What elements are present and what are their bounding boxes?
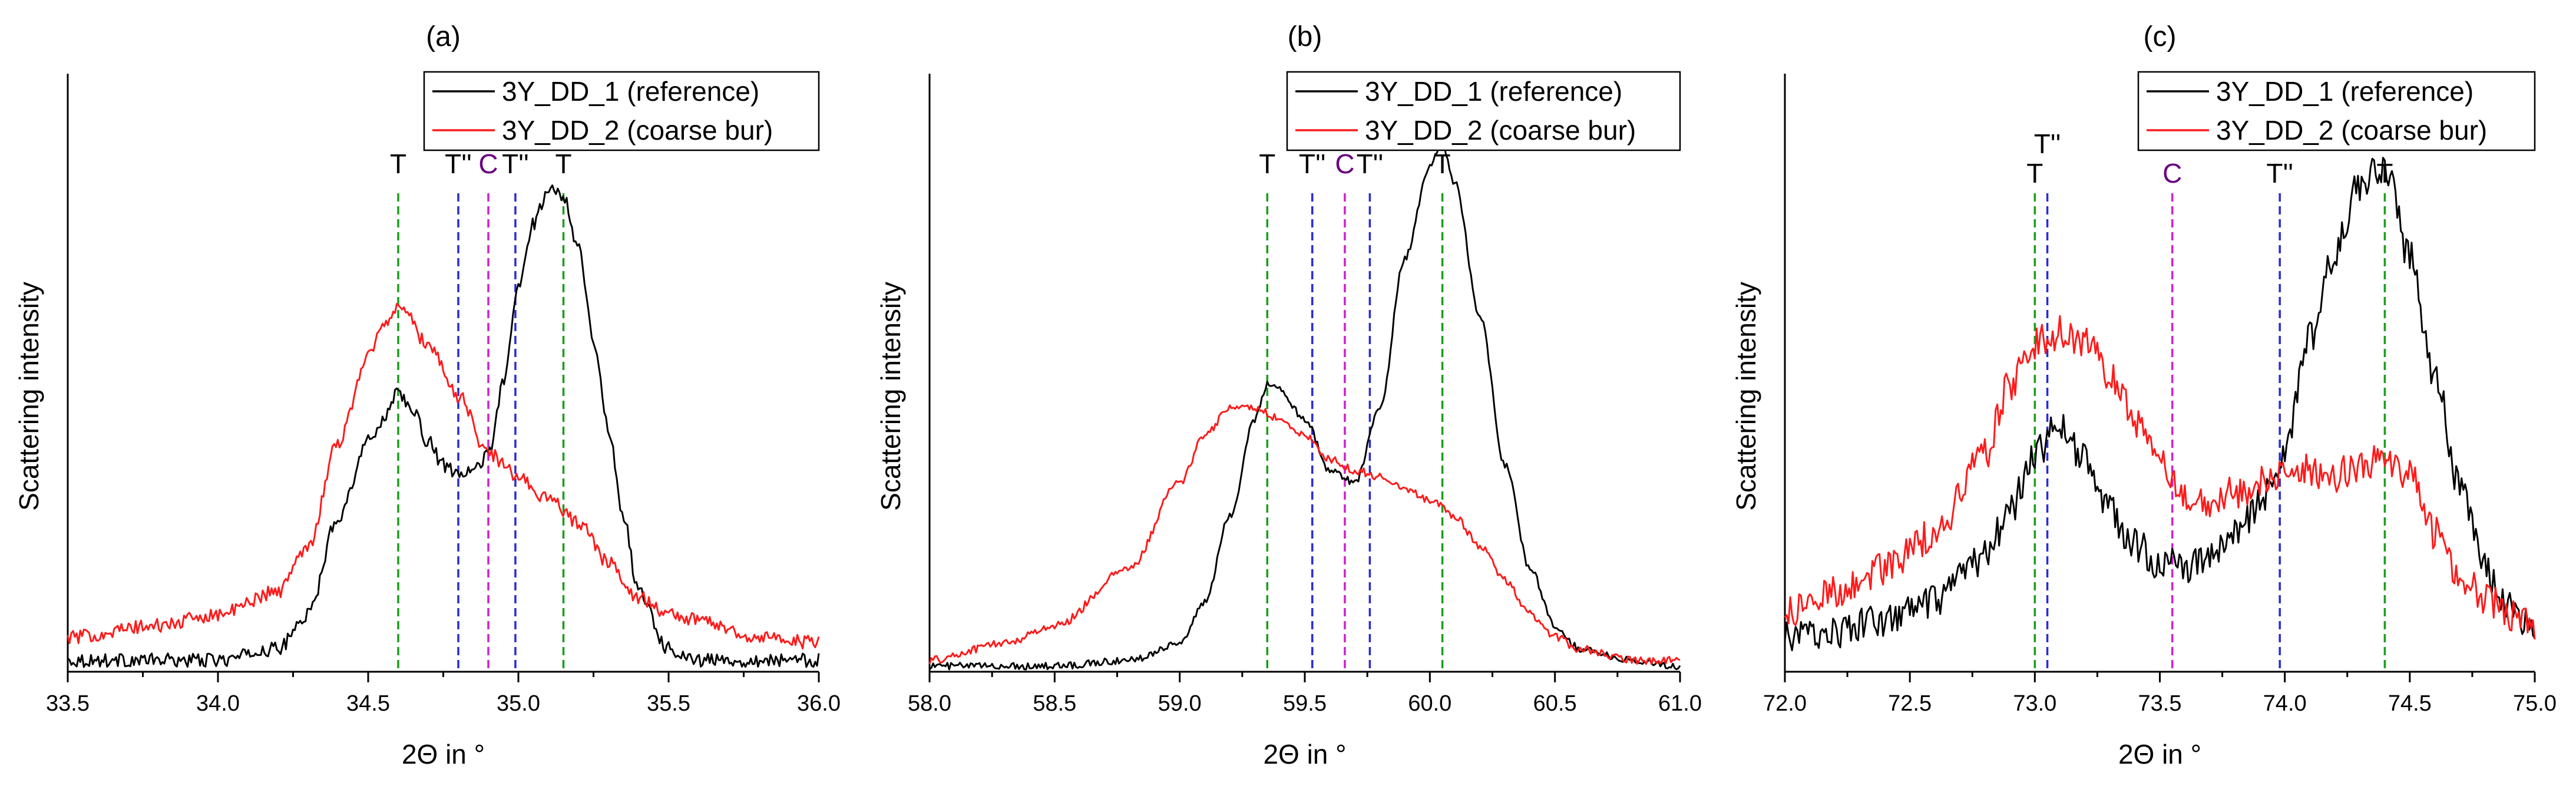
- x-tick-label: 36.0: [797, 691, 841, 716]
- x-tick-label: 60.0: [1408, 691, 1451, 716]
- x-tick-label: 58.5: [1033, 691, 1076, 716]
- panel-label: (b): [1288, 21, 1322, 52]
- x-tick-label: 34.0: [196, 691, 240, 716]
- legend-entry: 3Y_DD_1 (reference): [502, 76, 759, 107]
- series-line-reference: [1784, 157, 2536, 652]
- x-tick-label: 59.5: [1283, 691, 1327, 716]
- x-axis-title: 2Θ in °: [402, 739, 485, 770]
- reference-line-label: T: [2026, 158, 2043, 189]
- reference-line-label: T: [1259, 148, 1275, 179]
- chart-panel-3: (c) 72.0 72.5 73.0 73.5 74.0 74.5 75.0 2Θ in ° Sc…: [1731, 21, 2557, 770]
- reference-line-label: T'': [502, 148, 529, 179]
- chart-panel-1: (a) 33.5 34.0 34.5 35.0 35.5 36.0 2Θ in ° Scatte…: [14, 21, 841, 770]
- x-tick-label: 75.0: [2513, 691, 2557, 716]
- legend: 3Y_DD_1 (reference) 3Y_DD_2 (coarse bur): [2137, 71, 2536, 151]
- legend: 3Y_DD_1 (reference) 3Y_DD_2 (coarse bur): [423, 71, 820, 151]
- legend-entry: 3Y_DD_2 (coarse bur): [502, 115, 773, 146]
- panel-label: (c): [2144, 21, 2177, 52]
- x-tick-label: 61.0: [1658, 691, 1702, 716]
- y-axis-title: Scattering intensity: [875, 282, 906, 511]
- chart-panel-2: (b) 58.0 58.5 59.0 59.5 60.0 60.5 61.0 2Θ in ° Sc…: [875, 21, 1702, 770]
- legend-entry: 3Y_DD_2 (coarse bur): [1365, 115, 1636, 146]
- legend-entry: 3Y_DD_1 (reference): [2216, 76, 2474, 107]
- reference-line-label: T'': [1357, 148, 1384, 179]
- reference-line-label: T: [390, 148, 406, 179]
- x-axis-title: 2Θ in °: [2118, 739, 2201, 770]
- series-line-reference: [929, 142, 1681, 671]
- x-tick-label: 35.5: [647, 691, 690, 716]
- x-tick-label: 72.5: [1888, 691, 1932, 716]
- x-tick-label: 74.0: [2263, 691, 2307, 716]
- y-axis-title: Scattering intensity: [14, 282, 44, 511]
- x-tick-label: 72.0: [1763, 691, 1807, 716]
- x-tick-label: 60.5: [1533, 691, 1577, 716]
- series-line-coarse-bur: [1784, 315, 2536, 640]
- x-tick-label: 73.5: [2138, 691, 2182, 716]
- reference-line-label: T: [555, 148, 571, 179]
- legend-entry: 3Y_DD_1 (reference): [1365, 76, 1622, 107]
- reference-line-label: C: [478, 148, 498, 179]
- y-axis-title: Scattering intensity: [1731, 282, 1761, 511]
- legend-box: [1286, 71, 1681, 151]
- x-tick-label: 74.5: [2388, 691, 2432, 716]
- series-line-coarse-bur: [67, 303, 820, 650]
- legend-entry: 3Y_DD_2 (coarse bur): [2216, 115, 2487, 146]
- x-tick-label: 33.5: [46, 691, 90, 716]
- x-axis-title: 2Θ in °: [1263, 739, 1346, 770]
- legend-box: [2137, 71, 2536, 151]
- reference-line-label: C: [2162, 158, 2182, 189]
- x-tick-label: 34.5: [346, 691, 390, 716]
- x-tick-label: 35.0: [497, 691, 540, 716]
- reference-line-label: C: [1335, 148, 1354, 179]
- x-tick-label: 59.0: [1158, 691, 1202, 716]
- x-tick-label: 58.0: [908, 691, 951, 716]
- x-tick-label: 73.0: [2013, 691, 2056, 716]
- reference-line-label: T'': [1299, 148, 1326, 179]
- series-line-coarse-bur: [928, 404, 1681, 665]
- reference-line-label: T'': [2266, 158, 2293, 189]
- panel-label: (a): [426, 21, 461, 52]
- reference-line-label: T'': [2034, 128, 2061, 159]
- series-line-reference: [67, 184, 820, 668]
- legend-box: [423, 71, 820, 151]
- reference-line-label: T'': [445, 148, 472, 179]
- legend: 3Y_DD_1 (reference) 3Y_DD_2 (coarse bur): [1286, 71, 1681, 151]
